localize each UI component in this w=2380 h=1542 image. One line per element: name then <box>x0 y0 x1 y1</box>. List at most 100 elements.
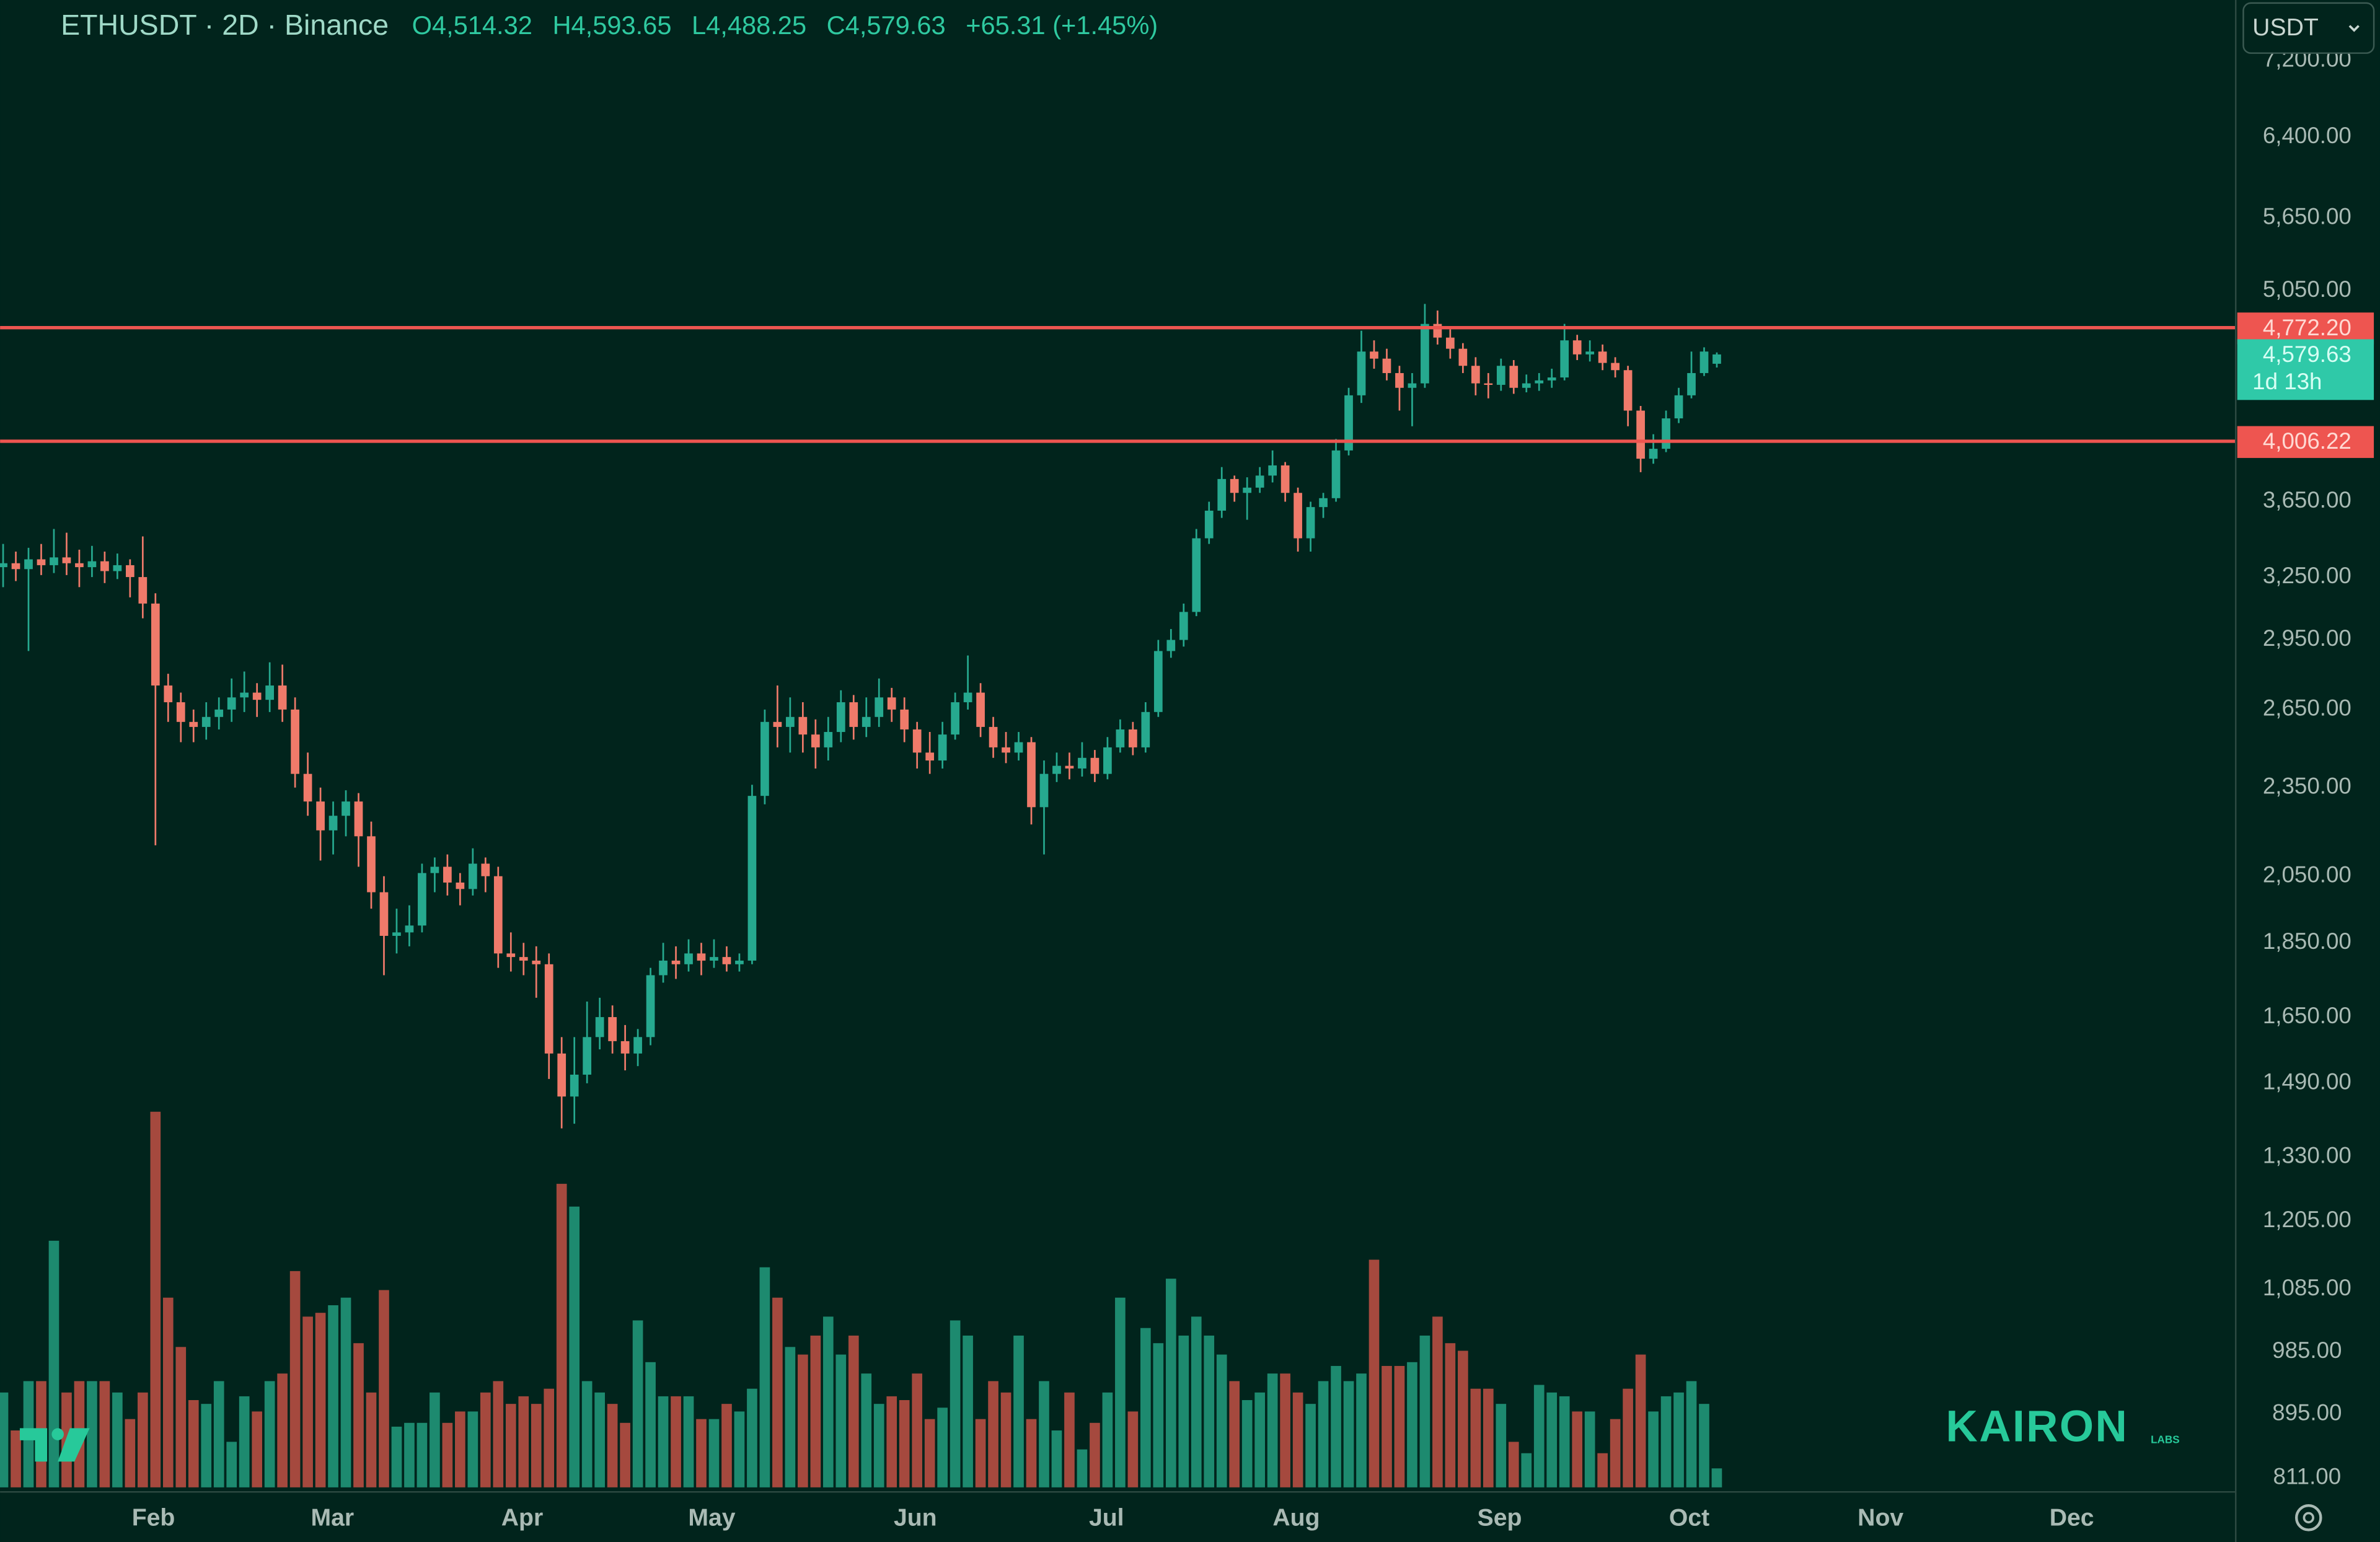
volume-bar <box>759 1267 770 1487</box>
candle-body <box>760 721 769 796</box>
volume-bar <box>683 1396 694 1487</box>
candle-body <box>1496 366 1505 385</box>
volume-bar <box>1267 1373 1278 1487</box>
gear-center[interactable] <box>2303 1512 2314 1524</box>
ohlc-close: C4,579.63 <box>827 11 946 40</box>
currency-label[interactable]: USDT <box>2252 14 2319 41</box>
gear-icon[interactable] <box>2294 1504 2322 1531</box>
candle-body <box>1306 507 1315 539</box>
candle-body <box>938 734 947 761</box>
candle-body <box>697 953 706 961</box>
candle-body <box>405 925 414 933</box>
candle-body <box>1572 340 1582 355</box>
candle-body <box>849 702 858 727</box>
volume-bar <box>1382 1365 1392 1487</box>
candle-body <box>367 836 376 892</box>
volume-bar <box>594 1392 605 1487</box>
x-tick-label: Aug <box>1272 1505 1320 1531</box>
candle-body <box>506 953 516 958</box>
volume-bar <box>810 1335 821 1487</box>
candle-body <box>227 697 236 710</box>
volume-bar <box>950 1320 961 1487</box>
volume-bar <box>1178 1335 1189 1487</box>
dropdown-caret[interactable] <box>2348 25 2360 32</box>
candle-body <box>481 863 490 876</box>
volume-bar <box>366 1392 377 1487</box>
candle-body <box>291 709 299 774</box>
volume-bar <box>1711 1468 1722 1487</box>
volume-bar <box>1051 1430 1062 1487</box>
candle-body <box>100 561 109 571</box>
volume-bar <box>620 1422 630 1487</box>
volume-bar <box>645 1362 656 1487</box>
y-tick-label: 985.00 <box>2272 1337 2342 1363</box>
volume-bar <box>404 1422 415 1487</box>
plot-area <box>0 304 2236 1487</box>
volume-bar <box>1699 1404 1709 1487</box>
volume-bar <box>1394 1365 1405 1487</box>
y-tick-label: 1,490.00 <box>2263 1069 2351 1095</box>
volume-bar <box>1343 1381 1354 1487</box>
volume-bar <box>734 1411 745 1487</box>
candle-body <box>900 709 909 729</box>
currency-button-frame[interactable] <box>2242 2 2375 54</box>
candle-body <box>1598 351 1607 363</box>
candle-body <box>1611 363 1620 371</box>
time-axis: Feb Mar Apr May Jun Jul Aug Sep Oct Nov Dec <box>132 1505 2094 1531</box>
candle-body <box>1331 450 1341 498</box>
watermark-brand: KAIRON <box>1946 1403 2129 1452</box>
volume-bar <box>277 1373 288 1487</box>
volume-bar <box>1508 1442 1519 1487</box>
volume-bar <box>1318 1381 1329 1487</box>
currency-button[interactable]: USDT <box>2242 2 2375 54</box>
volume-bar <box>442 1422 453 1487</box>
candle-body <box>62 557 71 563</box>
candle-body <box>1344 395 1353 451</box>
volume-bar <box>1204 1335 1215 1487</box>
candle-body <box>1636 410 1645 459</box>
candle-body <box>1699 351 1709 373</box>
volume-bar <box>48 1240 60 1487</box>
level-badge-label: 4,772.20 <box>2263 315 2351 340</box>
candle-body <box>1039 773 1049 808</box>
candle-body <box>1370 351 1378 359</box>
volume-bar <box>1521 1453 1532 1487</box>
volume-bar <box>671 1396 681 1487</box>
tradingview-logo <box>19 1428 90 1462</box>
x-tick-label: Oct <box>1669 1505 1709 1531</box>
candle-body <box>1014 742 1023 753</box>
volume-bar <box>1254 1392 1265 1487</box>
y-tick-label: 2,650.00 <box>2263 695 2351 721</box>
candle-body <box>1357 351 1366 395</box>
volume-bar <box>988 1381 998 1487</box>
volume-bar <box>1546 1392 1558 1487</box>
y-tick-label: 1,850.00 <box>2263 928 2351 954</box>
candle-body <box>976 692 985 727</box>
volume-bar <box>632 1320 643 1487</box>
volume-bar <box>569 1206 580 1487</box>
y-tick-label: 1,330.00 <box>2263 1143 2351 1168</box>
candle-body <box>278 685 287 710</box>
settings-button[interactable] <box>2294 1504 2322 1531</box>
volume-bar <box>861 1373 872 1487</box>
volume-bar <box>188 1400 199 1487</box>
volume-bar <box>822 1316 834 1487</box>
volume-bar <box>1419 1335 1430 1487</box>
candle-body <box>354 801 363 837</box>
candle-body <box>1662 418 1670 449</box>
candle-body <box>544 964 553 1054</box>
volume-bar <box>696 1419 707 1487</box>
volume-bar <box>125 1419 136 1487</box>
y-tick-label: 2,350.00 <box>2263 773 2351 798</box>
last-price-badge <box>2237 339 2374 400</box>
candle-body <box>620 1041 630 1054</box>
y-tick-label: 811.00 <box>2273 1464 2342 1489</box>
volume-bar <box>1648 1411 1659 1487</box>
volume-bar <box>1000 1392 1011 1487</box>
candle-body <box>265 685 274 700</box>
candle-body <box>1484 383 1493 386</box>
volume-bar <box>1445 1343 1456 1487</box>
volume-bar <box>239 1396 250 1487</box>
volume-bar <box>328 1305 338 1487</box>
candle-body <box>1471 366 1480 384</box>
